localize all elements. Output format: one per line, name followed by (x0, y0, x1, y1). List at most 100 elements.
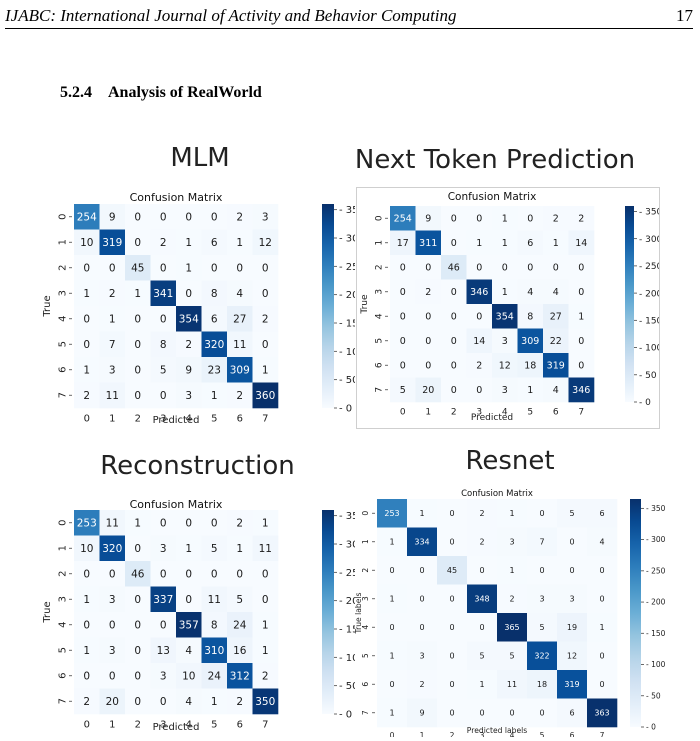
heatmap-cell (99, 612, 126, 638)
heatmap-cell (125, 382, 151, 409)
heatmap-cell (377, 499, 408, 528)
cell-value: 309 (230, 364, 250, 376)
heatmap-cell (252, 204, 279, 230)
cell-value: 0 (599, 652, 604, 661)
heatmap-cell (252, 688, 279, 715)
heatmap-cell (390, 230, 416, 256)
heatmap-cell (557, 698, 588, 728)
x-tick-label: 2 (450, 731, 455, 737)
section-number: 5.2.4 (60, 84, 92, 101)
cell-value: 1 (185, 237, 192, 249)
cell-value: 0 (476, 214, 482, 225)
cell-value: 7 (539, 538, 544, 547)
cell-value: 0 (160, 211, 167, 223)
heatmap-cell (227, 637, 253, 664)
heatmap-cell (390, 255, 416, 280)
colorbar-tick-label: - 150 (339, 625, 355, 636)
cell-value: 1 (236, 543, 243, 555)
cell-value: 3 (539, 595, 544, 604)
cell-value: 319 (564, 680, 579, 689)
cell-value: 1 (419, 509, 424, 518)
heatmap-cell (407, 670, 438, 699)
y-tick-label: 3 (374, 289, 384, 295)
colorbar-tick-label: - 250 (339, 568, 355, 579)
cell-value: 6 (599, 509, 604, 518)
heatmap-cell (492, 328, 518, 354)
figure-title-mlm: MLM (170, 143, 230, 173)
heatmap-cell (497, 584, 528, 614)
cell-value: 0 (185, 594, 192, 606)
heatmap-cell (568, 328, 595, 354)
cell-value: 0 (451, 287, 457, 298)
cell-value: 0 (160, 313, 167, 325)
x-axis-label: Predicted (153, 415, 200, 426)
cell-value: 4 (185, 696, 192, 708)
cell-value: 0 (389, 680, 394, 689)
figure-title-reconstruction: Reconstruction (100, 451, 295, 481)
cell-value: 337 (153, 594, 173, 606)
y-tick-label: 6 (374, 362, 384, 368)
heatmap-cell (201, 510, 228, 536)
colorbar-tick-label: - 350 (339, 511, 355, 522)
x-tick-label: 3 (480, 731, 485, 737)
heatmap-cell (74, 535, 100, 562)
colorbar-tick-label: - 100 (646, 660, 666, 669)
heatmap-cell (252, 535, 279, 562)
heatmap-cell (377, 584, 408, 614)
heatmap-cell (543, 304, 569, 329)
cell-value: 0 (553, 263, 559, 274)
colorbar (625, 206, 634, 402)
cell-value: 1 (109, 313, 116, 325)
cell-value: 0 (539, 709, 544, 718)
heatmap-cell (437, 641, 468, 671)
cell-value: 46 (448, 263, 460, 274)
heatmap-cell (125, 561, 151, 587)
cell-value: 350 (255, 696, 275, 708)
cell-value: 0 (160, 568, 167, 580)
x-tick-label: 2 (135, 414, 141, 425)
cell-value: 0 (425, 361, 431, 372)
colorbar-tick-label: - 50 (339, 375, 355, 386)
heatmap-cell (227, 535, 253, 562)
cell-value: 0 (83, 568, 90, 580)
cell-value: 0 (425, 336, 431, 347)
cell-value: 0 (419, 623, 424, 632)
cell-value: 3 (160, 670, 167, 682)
x-tick-label: 4 (186, 720, 192, 731)
colorbar-tick-label: - 200 (339, 596, 355, 607)
cell-value: 0 (211, 568, 218, 580)
cell-value: 0 (134, 594, 141, 606)
cell-value: 1 (185, 543, 192, 555)
colorbar-tick-label: - 250 (646, 566, 666, 575)
heatmap-cell (252, 382, 279, 409)
heatmap-cell (227, 612, 253, 638)
colorbar (322, 204, 334, 408)
heatmap-cell (227, 280, 253, 307)
heatmap-cell (441, 255, 467, 280)
heatmap-cell (557, 670, 588, 699)
colorbar-tick-label: - 0 (339, 710, 352, 721)
cell-value: 0 (578, 361, 584, 372)
cell-value: 254 (394, 214, 412, 225)
heatmap-cell (437, 527, 468, 557)
heatmap-cell (201, 688, 228, 715)
heatmap-cell (99, 331, 126, 358)
heatmap-cell (517, 304, 544, 329)
heatmap-cell (415, 377, 442, 403)
heatmap-cell (407, 613, 438, 642)
colorbar-tick-label: - 50 (646, 691, 661, 700)
journal-title: IJABC: International Journal of Activity… (5, 6, 457, 25)
cell-value: 0 (134, 645, 141, 657)
heatmap-cell (557, 584, 588, 614)
cell-value: 320 (102, 543, 122, 555)
cell-value: 1 (509, 566, 514, 575)
cell-value: 0 (502, 263, 508, 274)
cell-value: 0 (134, 313, 141, 325)
cell-value: 346 (572, 385, 590, 396)
heatmap-cell (176, 510, 202, 536)
heatmap-cell (125, 280, 151, 307)
cell-value: 0 (236, 568, 243, 580)
heatmap-cell (99, 204, 126, 230)
heatmap-cell (587, 556, 618, 585)
